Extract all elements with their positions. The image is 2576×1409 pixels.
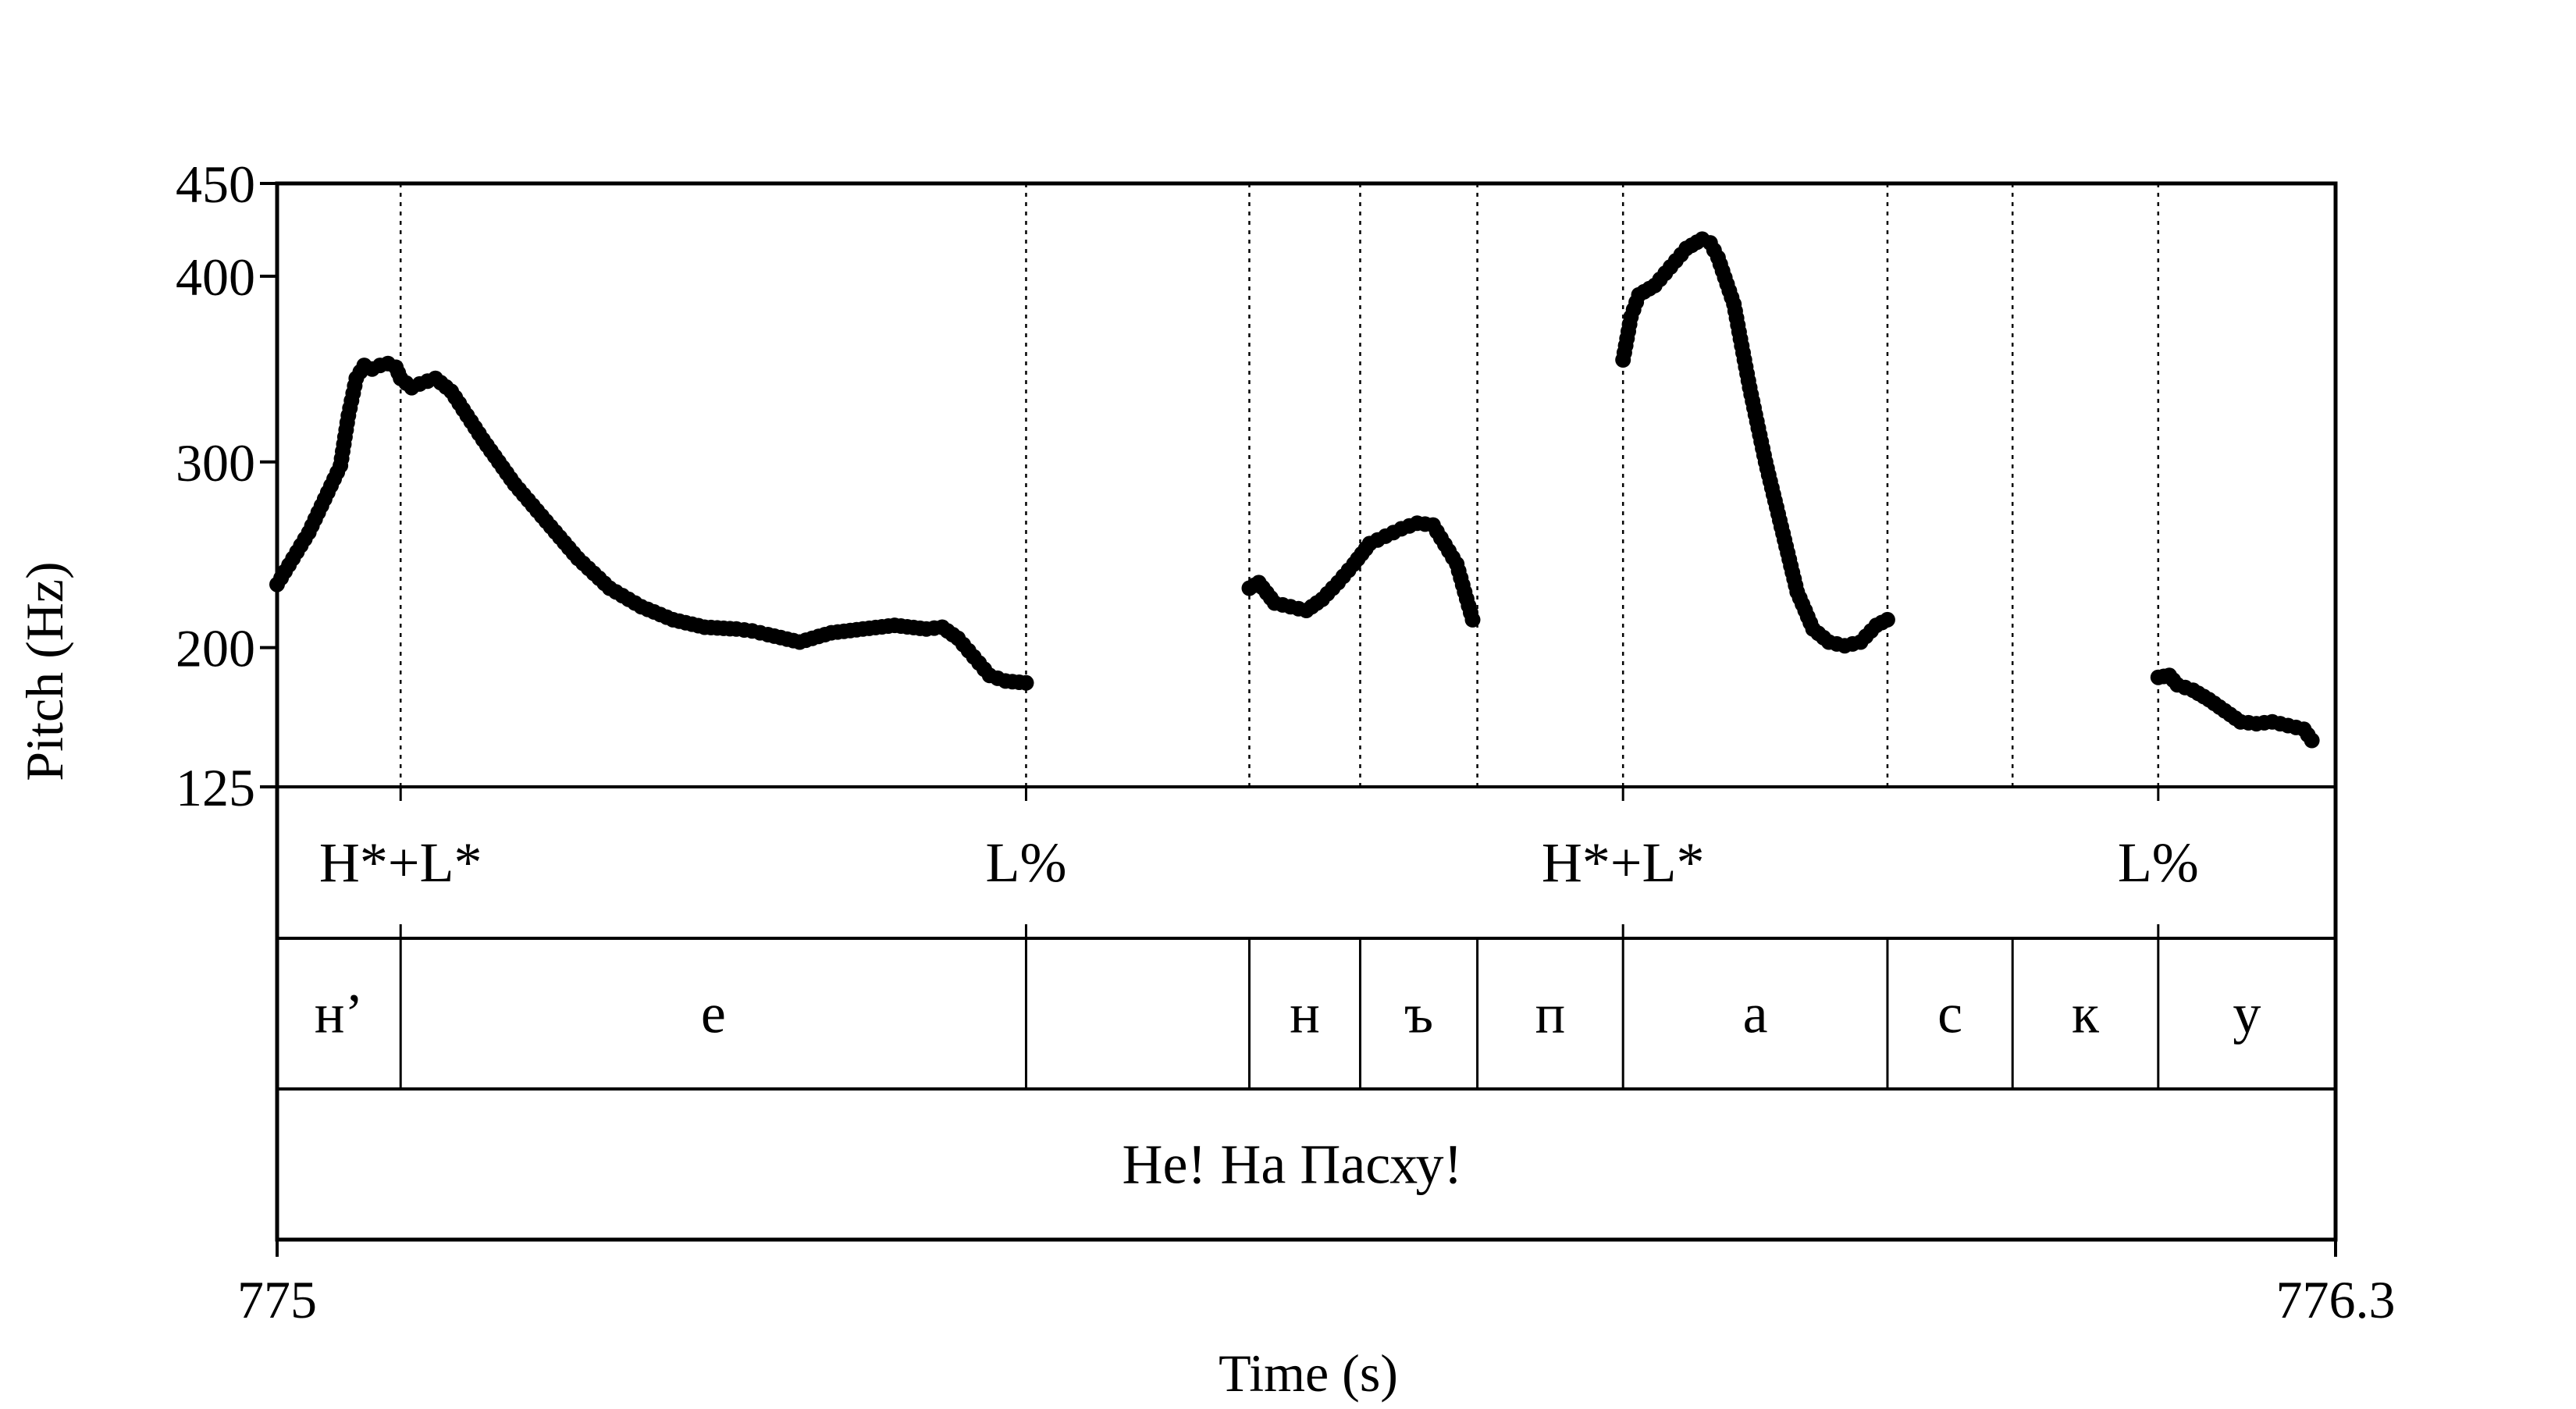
segment-label: с [1937,983,1962,1045]
segment-label: н’ [315,983,364,1045]
pitch-points [269,231,2320,749]
pitch-point [2304,732,2320,749]
y-tick-label: 200 [176,619,255,678]
utterance-tier: Не! На Пасху! [1122,1133,1462,1196]
x-axis-title: Time (s) [1219,1343,1398,1403]
segment-label: ъ [1404,983,1433,1045]
tier-boundaries [399,183,2160,1089]
x-tick-label: 776.3 [2276,1270,2396,1329]
segment-label: н [1290,983,1320,1045]
plot-frame [275,181,2338,1242]
y-axis-title: Pitch (Hz) [15,561,74,781]
pitch-point [1464,611,1481,628]
segment-label: п [1535,983,1566,1045]
chart-frame [275,181,2338,1242]
y-axis: 125 200 300 400 450 [176,155,277,817]
tone-label: H*+L* [1542,831,1705,894]
segment-label: у [2233,983,2261,1045]
tone-tier: H*+L* L% H*+L* L% [319,787,2199,938]
pitch-point [1879,611,1895,628]
segment-label: а [1743,983,1768,1045]
tone-label: H*+L* [319,831,482,894]
y-tick-label: 125 [176,758,255,817]
segment-label: к [2072,983,2100,1045]
tone-label: L% [985,831,1066,894]
pitch-point [1018,674,1034,691]
segment-label: е [701,983,726,1045]
y-tick-label: 450 [176,155,255,214]
utterance-label: Не! На Пасху! [1122,1133,1462,1196]
tone-label: L% [2118,831,2199,894]
x-tick-label: 775 [237,1270,317,1329]
y-tick-label: 300 [176,433,255,493]
x-axis: 775 776.3 [237,1240,2396,1329]
y-tick-label: 400 [176,247,255,307]
segment-tier: н’ е н ъ п а с к у [315,983,2261,1045]
